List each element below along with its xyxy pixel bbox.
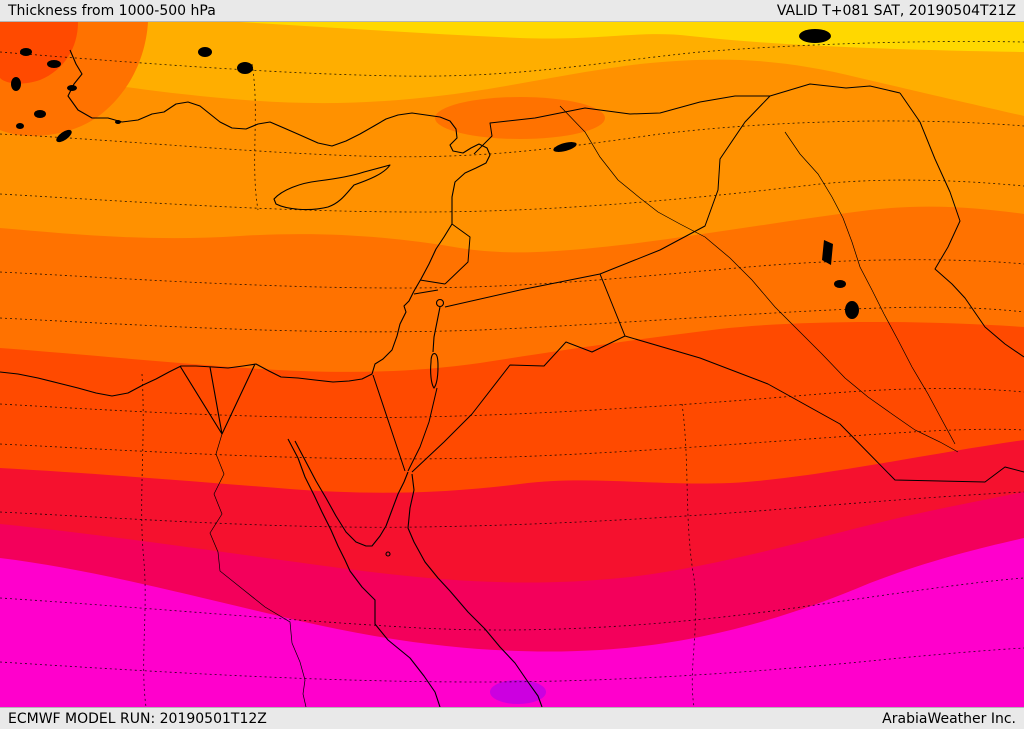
iraq-saudi-border [624,335,1024,483]
aegean-island-5 [34,110,46,118]
tiran-island [385,551,391,557]
syria-jordan-border [444,273,601,308]
model-run-label: ECMWF MODEL RUN: 20190501T12Z [8,710,267,727]
tigris-river [784,131,956,445]
rhodes-island [56,129,72,143]
lake-habbaniyah [834,280,846,288]
jordan-east-border [599,273,626,337]
jordan-river [432,306,441,353]
syria-iraq-border [599,95,771,275]
aegean-island-7 [115,120,121,124]
cyprus-island [273,164,391,211]
sinai-coast [294,440,409,547]
country-borders [372,83,1024,483]
patch-vermilion-corner [0,22,78,84]
thickness-map [0,22,1024,707]
header-bar: Thickness from 1000-500 hPa VALID T+081 … [0,0,1024,22]
turkey-iraq-border [769,83,901,97]
nile-delta [179,363,256,435]
aegean-island-1 [20,48,32,56]
egypt-israel-border [372,374,406,472]
thickness-bands [0,22,1024,707]
dead-sea [430,353,439,389]
nile-river [209,433,307,707]
aegean-island-6 [16,123,24,129]
sea-of-galilee [435,298,445,308]
coastlines [0,49,543,707]
patch-dark-orange-anatolia [435,97,605,139]
lake-egirdir [198,47,212,57]
lake-beysehir [237,62,253,74]
aegean-island-4 [67,85,77,91]
red-sea-east-coast [407,473,543,707]
lakes-islands [11,29,859,319]
aegean-island-3 [11,77,21,91]
band-magenta [0,538,1024,707]
contour-lines [0,41,1024,707]
lake-van [799,29,831,43]
iraq-iran-border [899,92,1024,358]
rivers [209,105,959,707]
israel-jordan-border [407,387,438,472]
valid-time: VALID T+081 SAT, 20190504T21Z [776,2,1016,19]
band-violet-spot [490,680,546,704]
lake-tharthar [822,240,833,265]
jordan-saudi-border [411,335,626,473]
lake-razzaza [845,301,859,319]
euphrates-river [559,105,959,453]
mediterranean-coast [0,49,491,397]
lebanon-borders [413,223,471,295]
aegean-island-2 [47,60,61,68]
credit-label: ArabiaWeather Inc. [882,710,1016,727]
footer-bar: ECMWF MODEL RUN: 20190501T12Z ArabiaWeat… [0,707,1024,729]
lake-assad [553,142,577,152]
turkey-syria-border [473,95,770,155]
map-title: Thickness from 1000-500 hPa [8,2,216,19]
gulf-of-suez-red-sea-west [287,438,441,707]
